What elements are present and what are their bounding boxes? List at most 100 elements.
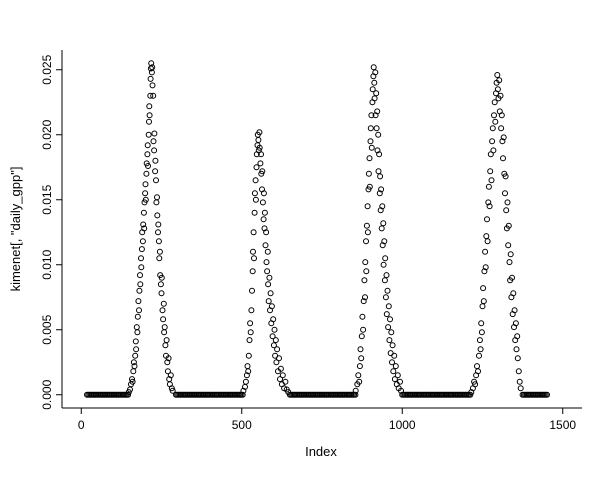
data-point xyxy=(266,274,273,281)
data-point xyxy=(394,372,401,379)
data-point xyxy=(476,352,482,359)
data-point xyxy=(265,281,272,288)
data-point xyxy=(478,320,485,327)
y-tick-label: 0.015 xyxy=(40,184,54,214)
data-point xyxy=(513,346,520,353)
data-point xyxy=(371,79,378,86)
data-point xyxy=(387,350,394,357)
data-point xyxy=(356,378,363,385)
data-point xyxy=(251,209,258,216)
data-point xyxy=(249,268,256,275)
data-point xyxy=(242,378,249,385)
data-point xyxy=(137,281,144,288)
data-point xyxy=(279,372,286,379)
data-point xyxy=(497,92,504,99)
data-point xyxy=(268,303,275,310)
data-point xyxy=(517,385,524,392)
data-point xyxy=(363,268,370,275)
data-point xyxy=(148,60,155,67)
data-point xyxy=(364,229,371,236)
data-point xyxy=(512,320,519,327)
data-point xyxy=(515,368,522,375)
data-point xyxy=(157,281,164,288)
y-tick-label: 0.025 xyxy=(40,54,54,84)
data-point xyxy=(252,177,259,184)
data-point xyxy=(516,378,523,385)
data-point xyxy=(155,221,162,228)
data-point xyxy=(161,324,168,331)
data-point xyxy=(373,90,380,97)
data-point xyxy=(276,355,282,362)
data-point xyxy=(158,290,165,297)
data-point xyxy=(168,385,175,392)
data-point xyxy=(152,157,159,164)
data-point xyxy=(373,125,380,132)
data-point xyxy=(153,199,160,206)
data-point xyxy=(374,108,381,115)
data-point xyxy=(282,378,289,385)
data-point xyxy=(160,316,167,323)
data-point xyxy=(154,212,161,219)
data-point xyxy=(384,287,391,294)
data-point xyxy=(377,173,384,180)
data-point xyxy=(485,183,492,190)
data-point xyxy=(251,190,258,197)
data-point xyxy=(362,259,369,266)
data-point xyxy=(489,138,496,145)
data-point xyxy=(386,337,393,344)
data-point xyxy=(368,144,375,151)
data-point xyxy=(245,368,252,375)
data-point xyxy=(367,125,374,132)
data-point xyxy=(277,365,284,372)
y-tick-label: 0.000 xyxy=(40,379,54,409)
data-point xyxy=(142,196,149,203)
data-point xyxy=(480,285,487,292)
data-point xyxy=(155,229,161,236)
data-point xyxy=(163,337,170,344)
data-point xyxy=(398,387,404,394)
data-point xyxy=(133,324,140,331)
data-point xyxy=(257,160,264,167)
data-point xyxy=(510,290,517,297)
data-point xyxy=(260,190,267,197)
data-point xyxy=(246,337,253,344)
data-point xyxy=(474,363,480,370)
data-point xyxy=(505,222,512,229)
data-point xyxy=(155,238,162,245)
data-point xyxy=(130,368,137,375)
data-point xyxy=(162,342,169,349)
data-point xyxy=(259,199,266,206)
data-point xyxy=(490,147,497,154)
data-point xyxy=(483,233,490,240)
data-point xyxy=(139,238,146,245)
plot-points xyxy=(84,60,550,398)
data-point xyxy=(383,272,390,279)
data-point xyxy=(147,75,154,82)
data-point xyxy=(135,298,142,305)
data-point xyxy=(167,372,174,379)
data-point xyxy=(471,378,478,385)
data-point xyxy=(138,264,145,271)
data-point xyxy=(366,155,373,162)
y-axis-title: kimenet[, "daily_gpp"] xyxy=(8,167,23,292)
data-point xyxy=(156,248,163,255)
data-point xyxy=(369,86,376,93)
data-point xyxy=(385,324,392,331)
data-point xyxy=(152,168,159,175)
data-point xyxy=(381,277,388,284)
data-point xyxy=(504,199,511,206)
data-point xyxy=(392,363,399,370)
data-point xyxy=(264,248,271,255)
data-point xyxy=(360,326,367,333)
y-tick-label: 0.020 xyxy=(40,119,54,149)
data-point xyxy=(164,368,171,375)
data-point xyxy=(149,64,156,71)
data-point xyxy=(492,118,499,125)
data-point xyxy=(511,307,518,314)
data-point xyxy=(154,194,160,201)
plot-axes: 0 500 1000 1500 0.000 0.005 0.010 0.015 0.020 0.0… xyxy=(40,50,582,432)
data-point xyxy=(494,86,501,93)
data-point xyxy=(271,326,278,333)
